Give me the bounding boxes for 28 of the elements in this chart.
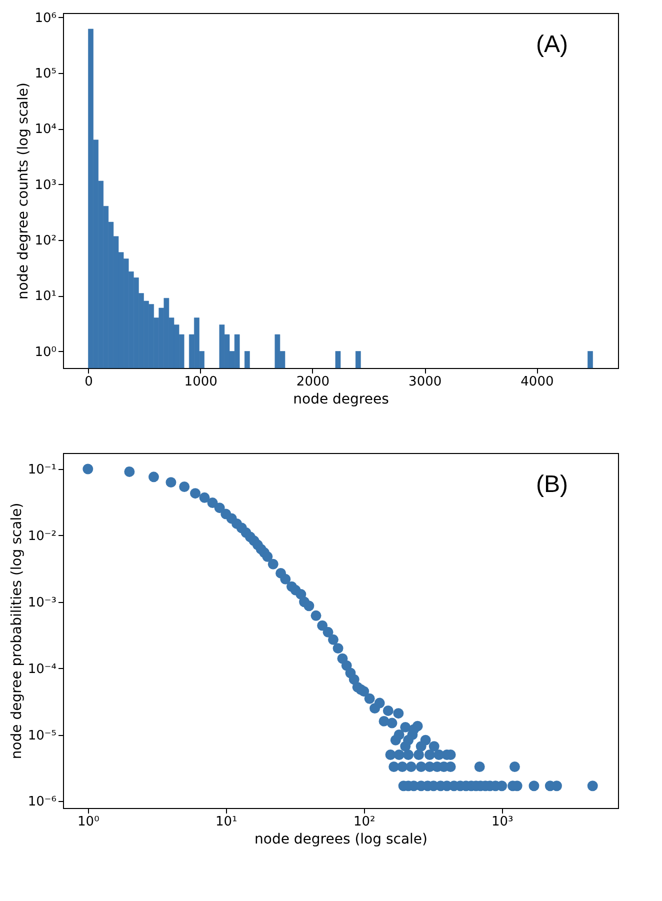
y-tick-label: 10⁻⁴ <box>28 662 56 677</box>
x-tick-label: 10³ <box>491 814 514 830</box>
y-tick-label: 10⁻² <box>28 528 56 544</box>
x-tick-label: 3000 <box>408 374 442 390</box>
x-axis-title: node degrees <box>293 392 389 408</box>
annotation: (B) <box>536 471 568 498</box>
y-tick-label: 10³ <box>34 178 56 193</box>
y-tick-label: 10⁻⁶ <box>28 794 56 810</box>
x-tick-label: 0 <box>84 374 93 390</box>
y-tick-label: 10⁰ <box>34 344 56 360</box>
x-tick-label: 1000 <box>184 374 218 390</box>
y-axis-title: node degree probabilities (log scale) <box>8 502 25 760</box>
y-tick-label: 10⁻⁵ <box>28 728 56 744</box>
y-tick-label: 10⁶ <box>34 10 56 26</box>
y-tick-label: 10¹ <box>34 289 56 304</box>
x-tick-label: 10⁰ <box>78 814 100 830</box>
x-tick-label: 10² <box>353 814 376 830</box>
y-tick-label: 10⁴ <box>34 122 56 138</box>
annotation: (A) <box>536 31 568 58</box>
y-tick-label: 10⁵ <box>34 66 56 82</box>
y-tick-label: 10⁻³ <box>28 595 56 610</box>
y-tick-label: 10² <box>34 233 56 248</box>
y-axis-title: node degree counts (log scale) <box>16 82 32 300</box>
x-tick-label: 2000 <box>296 374 330 390</box>
y-tick-label: 10⁻¹ <box>28 462 56 478</box>
x-tick-label: 4000 <box>520 374 554 390</box>
x-axis-title: node degrees (log scale) <box>254 832 428 848</box>
x-tick-label: 10¹ <box>215 814 238 830</box>
